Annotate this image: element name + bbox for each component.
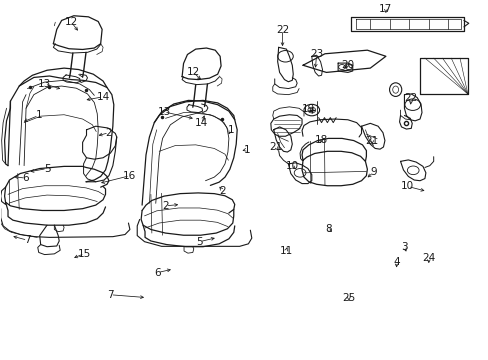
Text: 8: 8 [325, 225, 331, 234]
Text: 3: 3 [400, 242, 407, 252]
Text: 15: 15 [78, 248, 91, 258]
Text: 2: 2 [105, 128, 112, 138]
Text: 1: 1 [227, 125, 234, 135]
Text: 5: 5 [43, 163, 50, 174]
Text: 21: 21 [365, 136, 378, 146]
Text: 20: 20 [341, 59, 354, 69]
Text: 11: 11 [279, 246, 292, 256]
Text: 17: 17 [379, 4, 392, 14]
Text: 22: 22 [404, 93, 417, 103]
Text: 14: 14 [195, 118, 208, 128]
Text: 13: 13 [38, 79, 51, 89]
Text: 21: 21 [269, 142, 282, 152]
Text: 7: 7 [107, 290, 114, 300]
Text: 22: 22 [275, 25, 288, 35]
Text: 4: 4 [392, 257, 399, 267]
Text: 19: 19 [302, 104, 315, 114]
Text: 1: 1 [243, 144, 250, 154]
Text: 10: 10 [285, 161, 298, 171]
Text: 12: 12 [186, 67, 200, 77]
Text: 1: 1 [35, 111, 42, 121]
Text: 5: 5 [196, 237, 203, 247]
Text: 13: 13 [157, 107, 170, 117]
Text: 9: 9 [369, 167, 376, 177]
Text: 18: 18 [314, 135, 327, 145]
Text: 16: 16 [123, 171, 136, 181]
Text: 24: 24 [421, 253, 434, 263]
Text: 14: 14 [96, 92, 109, 102]
Text: 12: 12 [64, 17, 78, 27]
Text: 7: 7 [24, 235, 31, 245]
Text: 2: 2 [219, 186, 225, 196]
Text: 25: 25 [342, 293, 355, 303]
Text: 23: 23 [309, 49, 323, 59]
Text: 10: 10 [401, 181, 413, 192]
Text: 6: 6 [22, 173, 29, 183]
Text: 2: 2 [162, 201, 168, 211]
Text: 6: 6 [154, 267, 161, 278]
